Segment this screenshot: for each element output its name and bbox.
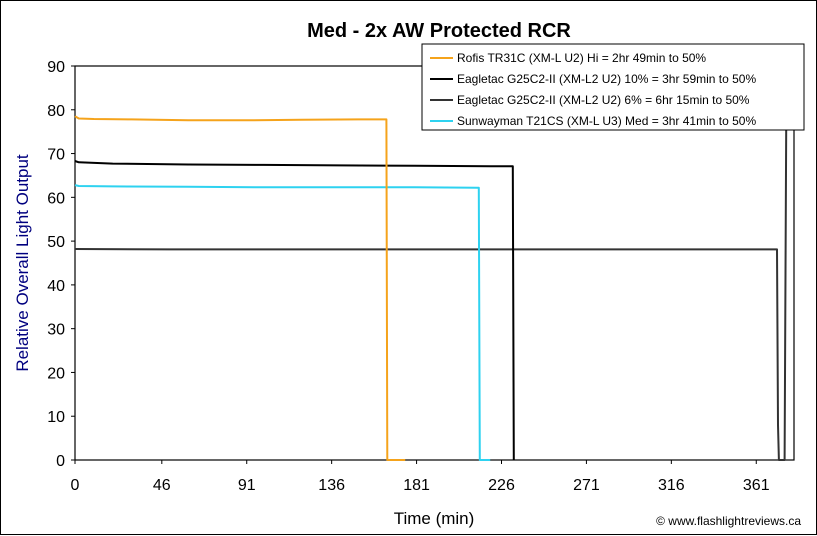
x-tick-label: 181 xyxy=(403,477,430,494)
legend-label-3: Eagletac G25C2-II (XM-L2 U2) 6% = 6hr 15… xyxy=(457,93,750,107)
legend-label-4: Sunwayman T21CS (XM-L U3) Med = 3hr 41mi… xyxy=(457,114,756,128)
y-tick-label: 50 xyxy=(47,234,65,251)
x-tick-label: 136 xyxy=(318,477,345,494)
series-line-3 xyxy=(74,65,788,461)
y-tick-label: 30 xyxy=(47,322,65,339)
x-tick-label: 0 xyxy=(71,477,80,494)
y-tick-label: 40 xyxy=(47,278,65,295)
legend: Rofis TR31C (XM-L U2) Hi = 2hr 49min to … xyxy=(421,43,805,131)
y-tick-label: 20 xyxy=(47,365,65,382)
credit-text: © www.flashlightreviews.ca xyxy=(656,514,801,528)
plot-area xyxy=(74,65,795,461)
y-tick-label: 10 xyxy=(47,409,65,426)
y-tick-label: 70 xyxy=(47,147,65,164)
x-axis-ticks: 0 46 91 136 181 226 271 316 361 xyxy=(71,460,770,494)
x-tick-label: 271 xyxy=(573,477,600,494)
x-tick-label: 361 xyxy=(743,477,770,494)
plot-border xyxy=(74,65,795,461)
series-line-1 xyxy=(74,115,406,461)
legend-box xyxy=(421,43,805,131)
x-tick-label: 316 xyxy=(658,477,685,494)
x-tick-label: 91 xyxy=(238,477,256,494)
x-tick-label: 46 xyxy=(153,477,171,494)
x-axis-title: Time (min) xyxy=(394,509,475,528)
y-tick-label: 0 xyxy=(56,453,65,470)
chart-title: Med - 2x AW Protected RCR xyxy=(307,20,571,42)
y-axis-ticks: 0 10 20 30 40 50 60 70 80 90 xyxy=(47,59,75,470)
legend-label-1: Rofis TR31C (XM-L U2) Hi = 2hr 49min to … xyxy=(457,51,706,65)
series-line-4 xyxy=(74,184,491,461)
series-line-2 xyxy=(74,160,515,461)
y-tick-label: 90 xyxy=(47,59,65,76)
y-tick-label: 60 xyxy=(47,190,65,207)
legend-items: Rofis TR31C (XM-L U2) Hi = 2hr 49min to … xyxy=(430,51,756,128)
y-axis-title: Relative Overall Light Output xyxy=(13,154,32,372)
x-tick-label: 226 xyxy=(488,477,515,494)
series-layer xyxy=(74,65,788,461)
y-tick-label: 80 xyxy=(47,103,65,120)
legend-label-2: Eagletac G25C2-II (XM-L2 U2) 10% = 3hr 5… xyxy=(457,72,756,86)
